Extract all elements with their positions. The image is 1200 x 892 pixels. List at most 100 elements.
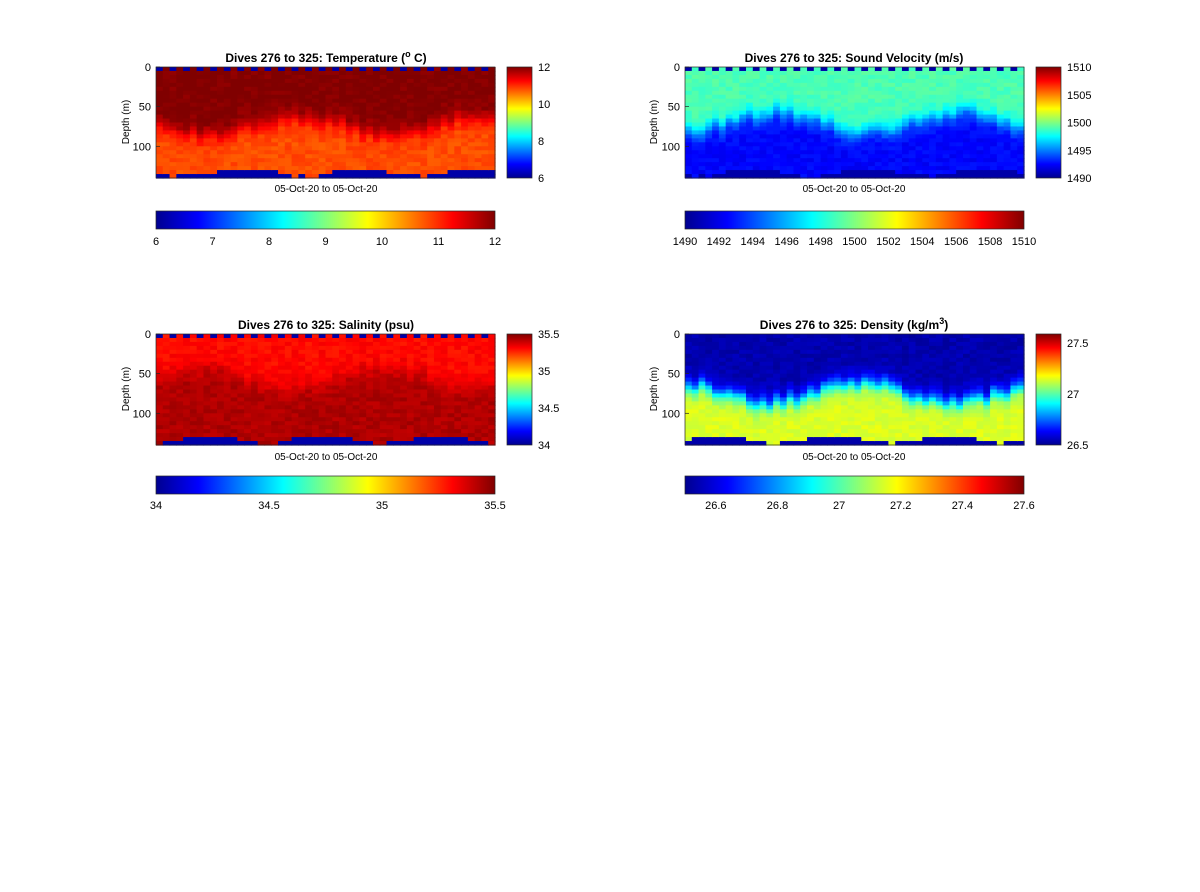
- heatmap-cell: [454, 102, 462, 108]
- heatmap-cell: [488, 90, 496, 96]
- heatmap-cell: [854, 401, 862, 406]
- heatmap-cell: [915, 94, 923, 100]
- heatmap-cell: [861, 102, 869, 108]
- heatmap-cell: [793, 134, 801, 139]
- heatmap-cell: [786, 138, 795, 143]
- heatmap-cell: [305, 78, 313, 84]
- heatmap-cell: [718, 122, 727, 128]
- heatmap-cell: [332, 349, 340, 355]
- heatmap-cell: [366, 70, 374, 76]
- heatmap-cell: [1010, 134, 1018, 139]
- heatmap-cell: [203, 433, 211, 438]
- heatmap-cell: [244, 162, 252, 167]
- heatmap-cell: [318, 397, 327, 402]
- heatmap-cell: [332, 130, 340, 135]
- heatmap-cell: [752, 78, 761, 84]
- heatmap-cell: [847, 393, 856, 399]
- heatmap-cell: [868, 74, 876, 80]
- heatmap-cell: [718, 154, 727, 159]
- heatmap-cell: [183, 389, 191, 395]
- heatmap-cell: [257, 138, 266, 143]
- heatmap-cell: [942, 166, 951, 171]
- heatmap-cell: [203, 337, 211, 343]
- heatmap-cell: [800, 341, 808, 347]
- heatmap-cell: [156, 441, 164, 446]
- heatmap-cell: [196, 78, 205, 84]
- heatmap-cell: [725, 441, 734, 446]
- heatmap-cell: [156, 162, 164, 167]
- heatmap-cell: [759, 126, 767, 132]
- heatmap-cell: [752, 118, 761, 124]
- heatmap-cell: [705, 130, 713, 135]
- heatmap-cell: [698, 421, 706, 426]
- heatmap-cell: [400, 433, 408, 438]
- heatmap-cell: [1017, 74, 1025, 80]
- bottom-colorbar-tick: 1496: [774, 236, 798, 248]
- heatmap-cell: [840, 349, 849, 355]
- heatmap-cell: [488, 122, 496, 128]
- heatmap-cell: [474, 98, 483, 104]
- heatmap-cell: [739, 429, 747, 434]
- heatmap-cell: [196, 126, 205, 132]
- heatmap-cell: [291, 146, 299, 151]
- heatmap-cell: [196, 425, 205, 430]
- heatmap-cell: [874, 118, 883, 124]
- heatmap-cell: [413, 341, 422, 347]
- heatmap-cell: [291, 98, 299, 104]
- heatmap-cell: [196, 397, 205, 402]
- heatmap-cell: [685, 365, 693, 371]
- heatmap-cell: [766, 70, 774, 76]
- heatmap-cell: [278, 393, 286, 399]
- heatmap-cell: [217, 82, 225, 88]
- heatmap-cell: [461, 369, 469, 375]
- heatmap-cell: [983, 98, 991, 104]
- heatmap-cell: [481, 413, 489, 418]
- heatmap-cell: [474, 397, 483, 402]
- heatmap-cell: [908, 78, 917, 84]
- heatmap-cell: [800, 142, 808, 147]
- heatmap-cell: [447, 393, 455, 399]
- heatmap-cell: [874, 170, 883, 175]
- y-tick-label: 0: [145, 62, 151, 74]
- heatmap-cell: [440, 146, 449, 151]
- heatmap-cell: [250, 118, 259, 124]
- heatmap-cell: [454, 405, 462, 410]
- heatmap-cell: [820, 345, 828, 351]
- heatmap-cell: [298, 126, 306, 132]
- heatmap-cell: [691, 150, 700, 155]
- heatmap-cell: [901, 114, 910, 120]
- heatmap-cell: [827, 114, 835, 120]
- heatmap-cell: [922, 98, 930, 104]
- heatmap-cell: [766, 357, 774, 363]
- heatmap-cell: [413, 349, 422, 355]
- heatmap-cell: [1017, 106, 1025, 112]
- heatmap-cell: [467, 78, 476, 84]
- heatmap-cell: [759, 337, 767, 343]
- heatmap-cell: [359, 345, 367, 351]
- heatmap-cell: [339, 174, 347, 179]
- heatmap-cell: [800, 349, 808, 355]
- heatmap-cell: [929, 146, 937, 151]
- heatmap-cell: [298, 437, 306, 442]
- heatmap-cell: [766, 86, 774, 92]
- heatmap-cell: [874, 166, 883, 171]
- heatmap-cell: [685, 134, 693, 139]
- heatmap-cell: [433, 106, 442, 112]
- heatmap-cell: [773, 134, 781, 139]
- heatmap-cell: [230, 70, 238, 76]
- heatmap-cell: [467, 421, 476, 426]
- heatmap-cell: [929, 67, 937, 72]
- heatmap-cell: [705, 110, 713, 116]
- heatmap-cell: [834, 429, 842, 434]
- heatmap-cell: [834, 345, 842, 351]
- heatmap-cell: [413, 126, 422, 132]
- heatmap-cell: [840, 142, 849, 147]
- heatmap-cell: [807, 337, 815, 343]
- heatmap-cell: [854, 349, 862, 355]
- heatmap-cell: [725, 154, 734, 159]
- heatmap-cell: [393, 349, 401, 355]
- heatmap-cell: [393, 357, 401, 363]
- heatmap-cell: [739, 102, 747, 108]
- heatmap-cell: [1017, 170, 1025, 175]
- heatmap-cell: [881, 67, 889, 72]
